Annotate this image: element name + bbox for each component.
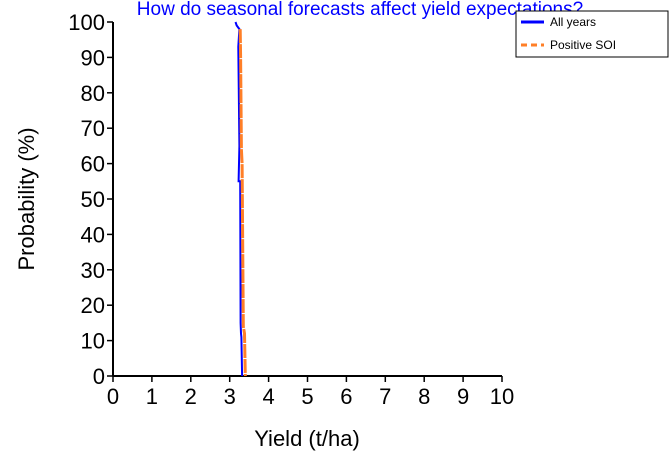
x-tick-label: 7 bbox=[379, 384, 391, 409]
x-tick-label: 8 bbox=[418, 384, 430, 409]
y-tick-label: 90 bbox=[81, 45, 105, 70]
series-line-all-years bbox=[234, 21, 244, 377]
x-tick-label: 2 bbox=[185, 384, 197, 409]
x-tick-label: 3 bbox=[224, 384, 236, 409]
legend-label-all-years: All years bbox=[550, 15, 596, 29]
x-ticks: 0 1 2 3 4 5 6 7 8 9 10 bbox=[107, 376, 514, 409]
x-tick-label: 10 bbox=[490, 384, 514, 409]
y-tick-label: 100 bbox=[68, 10, 105, 35]
y-tick-label: 50 bbox=[81, 187, 105, 212]
x-tick-label: 4 bbox=[262, 384, 274, 409]
y-tick-label: 10 bbox=[81, 329, 105, 354]
x-axis-label: Yield (t/ha) bbox=[254, 426, 360, 451]
series-lines bbox=[234, 21, 247, 377]
y-axis-label: Probability (%) bbox=[14, 127, 39, 270]
y-ticks: 0 10 20 30 40 50 60 70 80 90 100 bbox=[68, 10, 113, 389]
axes bbox=[112, 22, 502, 377]
x-tick-label: 0 bbox=[107, 384, 119, 409]
y-tick-label: 80 bbox=[81, 81, 105, 106]
y-tick-label: 70 bbox=[81, 116, 105, 141]
legend-box bbox=[515, 10, 669, 58]
x-tick-label: 9 bbox=[457, 384, 469, 409]
x-tick-label: 5 bbox=[301, 384, 313, 409]
legend: All years Positive SOI bbox=[515, 10, 669, 58]
series-line-positive-soi bbox=[238, 29, 247, 377]
x-tick-label: 6 bbox=[340, 384, 352, 409]
y-tick-label: 20 bbox=[81, 293, 105, 318]
x-tick-label: 1 bbox=[146, 384, 158, 409]
y-tick-label: 40 bbox=[81, 222, 105, 247]
y-tick-label: 60 bbox=[81, 152, 105, 177]
y-tick-label: 30 bbox=[81, 258, 105, 283]
legend-label-positive-soi: Positive SOI bbox=[550, 38, 616, 52]
y-tick-label: 0 bbox=[93, 364, 105, 389]
chart-title: How do seasonal forecasts affect yield e… bbox=[137, 0, 583, 20]
